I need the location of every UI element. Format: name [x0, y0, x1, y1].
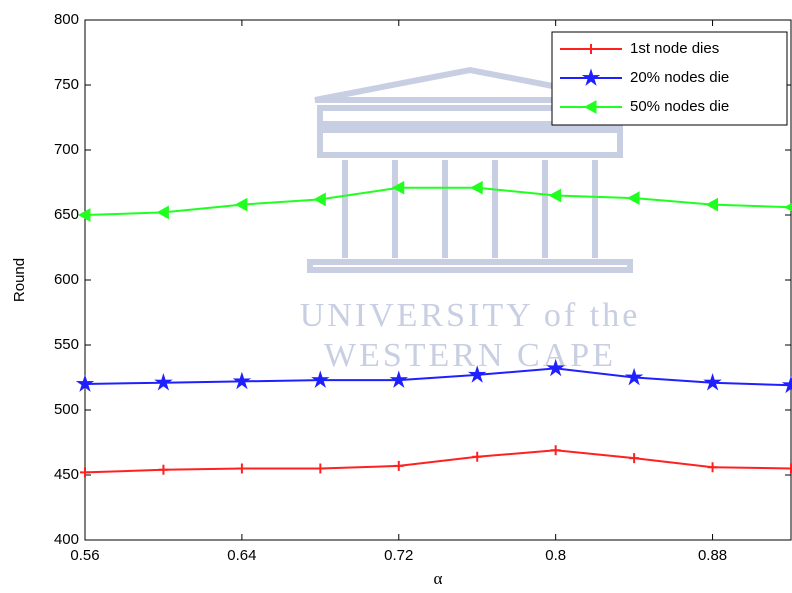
marker [77, 208, 91, 222]
y-axis-label: Round [11, 258, 28, 302]
marker [154, 373, 173, 391]
y-tick-label: 400 [54, 531, 79, 548]
marker [232, 371, 252, 390]
x-tick-label: 0.72 [384, 547, 413, 564]
marker [624, 367, 644, 386]
line [84, 367, 792, 387]
legend-label: 50% nodes die [630, 98, 729, 115]
marker [315, 463, 326, 474]
watermark-logo [307, 66, 633, 273]
legend-label: 20% nodes die [630, 69, 729, 86]
marker [156, 205, 169, 220]
x-tick-label: 0.56 [70, 547, 99, 564]
marker [470, 180, 483, 195]
y-tick-label: 500 [54, 401, 79, 418]
marker [389, 370, 409, 388]
y-tick-label: 700 [54, 141, 79, 158]
series [77, 180, 792, 222]
marker [393, 460, 404, 471]
watermark-text: UNIVERSITY of the [300, 297, 641, 334]
y-tick-label: 550 [54, 336, 79, 353]
legend-marker [581, 68, 601, 86]
marker [705, 197, 719, 212]
marker [311, 370, 330, 388]
legend-label: 1st node dies [630, 40, 719, 57]
marker [786, 463, 792, 474]
marker [703, 373, 722, 391]
marker [629, 453, 640, 464]
marker [627, 191, 640, 205]
marker [75, 374, 95, 392]
marker [783, 202, 792, 212]
legend-marker [586, 44, 596, 54]
marker [781, 375, 792, 394]
x-axis-label: α [434, 569, 443, 588]
legend-marker [583, 100, 597, 114]
marker [707, 462, 718, 473]
marker [472, 451, 483, 462]
line [84, 449, 792, 474]
marker [550, 445, 561, 456]
marker [80, 467, 90, 478]
marker [236, 463, 247, 474]
y-tick-label: 600 [54, 271, 79, 288]
marker [234, 197, 248, 212]
y-tick-label: 450 [54, 466, 79, 483]
line [84, 186, 792, 216]
marker [548, 188, 562, 203]
marker [546, 358, 565, 377]
x-tick-label: 0.64 [227, 547, 256, 564]
series [75, 358, 792, 394]
marker [313, 192, 326, 207]
marker [391, 180, 405, 195]
watermark-text: WESTERN CAPE [324, 337, 616, 374]
marker [158, 464, 169, 475]
x-tick-label: 0.88 [698, 547, 727, 564]
series [80, 445, 792, 478]
marker [467, 365, 487, 383]
y-tick-label: 750 [54, 76, 79, 93]
y-tick-label: 800 [54, 11, 79, 28]
x-tick-label: 0.8 [545, 547, 566, 564]
y-tick-label: 650 [54, 206, 79, 223]
